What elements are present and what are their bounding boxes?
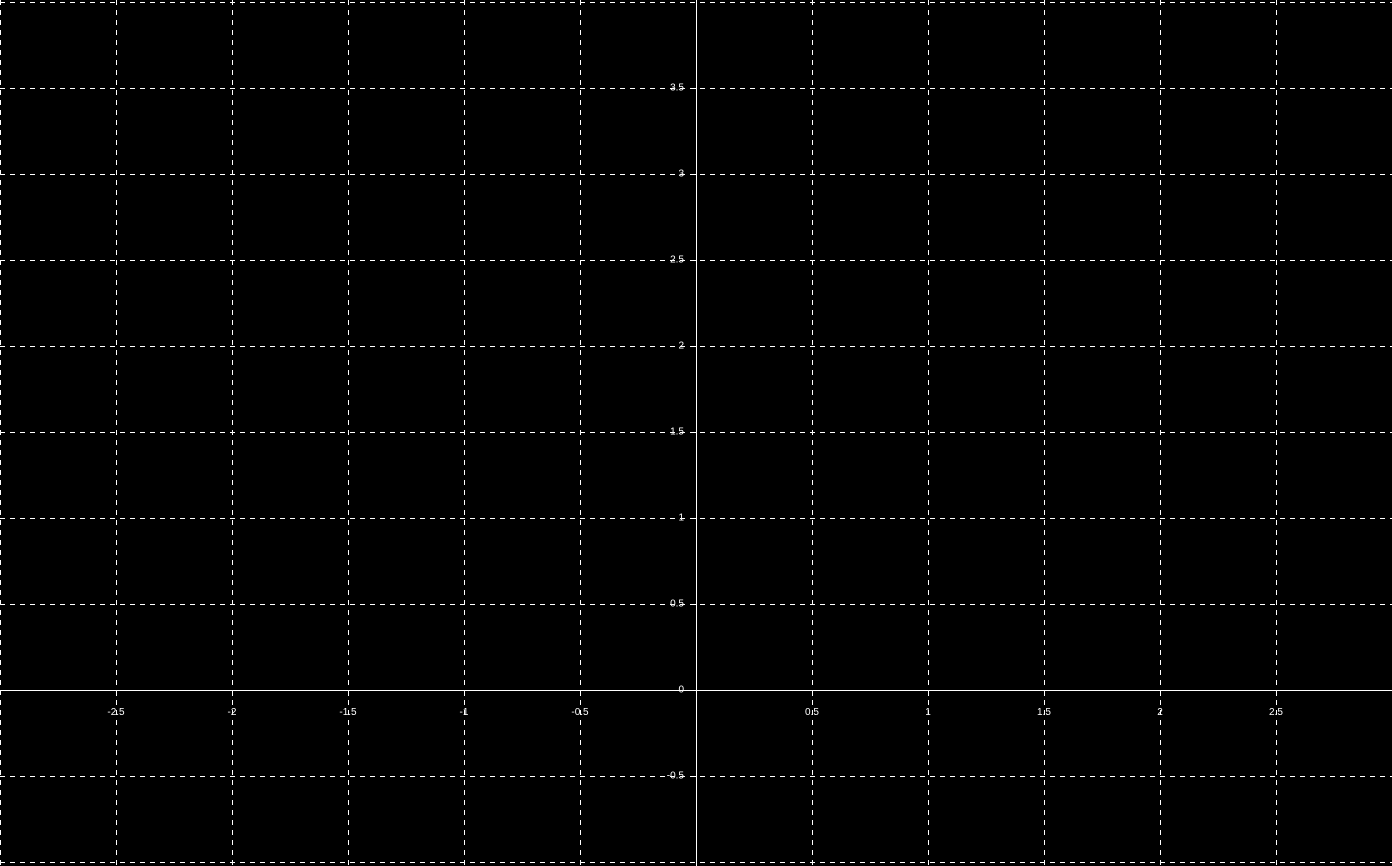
grid-line-vertical xyxy=(1044,0,1045,866)
grid-line-horizontal xyxy=(0,2,1392,3)
x-tick xyxy=(812,690,813,696)
cartesian-plot: -2.5 -2 -1.5 -1 -0.5 0.5 1 1.5 2 2.5 -0.5 0 0.5 1 1.5 2… xyxy=(0,0,1392,866)
grid-line-horizontal xyxy=(0,604,1392,605)
y-tick-label: 2.5 xyxy=(670,255,684,266)
y-tick-label: 2 xyxy=(678,341,684,352)
y-tick xyxy=(690,174,696,175)
x-tick xyxy=(348,690,349,696)
x-tick xyxy=(1044,690,1045,696)
grid-line-horizontal xyxy=(0,518,1392,519)
x-tick-label: -2.5 xyxy=(107,707,124,718)
x-tick-label: -0.5 xyxy=(571,707,588,718)
grid-line-horizontal xyxy=(0,776,1392,777)
y-tick xyxy=(690,432,696,433)
x-tick-label: 2 xyxy=(1157,707,1163,718)
x-axis xyxy=(0,690,1392,691)
grid-line-vertical xyxy=(464,0,465,866)
x-tick xyxy=(696,690,697,696)
grid-line-vertical xyxy=(1276,0,1277,866)
x-tick-label: 1 xyxy=(925,707,931,718)
grid-line-vertical xyxy=(696,0,697,866)
x-tick-label: -2 xyxy=(228,707,237,718)
grid-line-horizontal xyxy=(0,690,1392,691)
grid-line-horizontal xyxy=(0,88,1392,89)
x-tick-label: -1 xyxy=(460,707,469,718)
grid-line-vertical xyxy=(812,0,813,866)
x-tick xyxy=(464,690,465,696)
x-tick-label: 0.5 xyxy=(805,707,819,718)
grid-line-vertical xyxy=(928,0,929,866)
grid-line-horizontal xyxy=(0,174,1392,175)
y-tick xyxy=(690,776,696,777)
y-tick xyxy=(690,346,696,347)
y-tick-label: 3.5 xyxy=(670,83,684,94)
x-tick xyxy=(580,690,581,696)
y-tick xyxy=(690,88,696,89)
grid-line-vertical xyxy=(232,0,233,866)
y-tick-label: 0.5 xyxy=(670,599,684,610)
x-tick xyxy=(1276,690,1277,696)
grid-line-horizontal xyxy=(0,432,1392,433)
y-tick-label: -0.5 xyxy=(667,771,684,782)
y-tick-label: 1.5 xyxy=(670,427,684,438)
grid-line-vertical xyxy=(348,0,349,866)
x-tick xyxy=(232,690,233,696)
grid-line-vertical xyxy=(0,0,1,866)
y-axis xyxy=(696,0,697,866)
y-tick-label: 0 xyxy=(678,685,684,696)
grid-line-vertical xyxy=(580,0,581,866)
x-tick xyxy=(928,690,929,696)
x-tick-label: 1.5 xyxy=(1037,707,1051,718)
y-tick-label: 1 xyxy=(678,513,684,524)
x-tick xyxy=(116,690,117,696)
y-tick xyxy=(690,518,696,519)
grid-line-horizontal xyxy=(0,346,1392,347)
x-tick-label: 2.5 xyxy=(1269,707,1283,718)
y-tick xyxy=(690,604,696,605)
y-tick xyxy=(690,690,696,691)
grid-line-horizontal xyxy=(0,260,1392,261)
grid-line-vertical xyxy=(116,0,117,866)
y-tick-label: 3 xyxy=(678,169,684,180)
y-tick xyxy=(690,260,696,261)
x-tick-label: -1.5 xyxy=(339,707,356,718)
x-tick xyxy=(1160,690,1161,696)
grid-line-horizontal xyxy=(0,862,1392,863)
grid-line-vertical xyxy=(1160,0,1161,866)
